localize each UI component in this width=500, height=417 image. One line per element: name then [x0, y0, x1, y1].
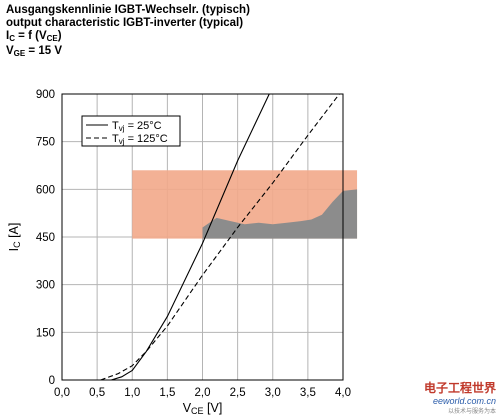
- x-tick-label: 1,5: [159, 387, 175, 399]
- y-tick-label: 450: [36, 232, 55, 244]
- x-tick-label: 3,5: [300, 387, 316, 399]
- x-tick-label: 2,0: [195, 387, 211, 399]
- curve-25c: [111, 94, 270, 380]
- chart-header: Ausgangskennlinie IGBT-Wechselr. (typisc…: [6, 4, 250, 60]
- y-tick-label: 150: [36, 327, 55, 339]
- series: [100, 94, 341, 380]
- title-german: Ausgangskennlinie IGBT-Wechselr. (typisc…: [6, 4, 250, 16]
- y-tick-label: 600: [36, 184, 55, 196]
- x-tick-label: 1,0: [124, 387, 140, 399]
- watermark-cn: 电子工程世界: [423, 381, 496, 395]
- legend-box: [81, 115, 181, 147]
- x-axis-label: VCE [V]: [183, 401, 223, 416]
- x-tick-label: 0,0: [54, 387, 70, 399]
- curve-125c: [100, 94, 341, 380]
- watermark-logo: 电子工程世界 eeworld.com.cn 以技术与服务为本: [424, 379, 496, 415]
- x-tick-label: 3,0: [265, 387, 281, 399]
- plot-frame: [61, 93, 344, 381]
- watermark-slogan: 以技术与服务为本: [447, 408, 496, 415]
- title-function: IC = f (VCE): [6, 30, 62, 43]
- x-tick-label: 0,5: [89, 387, 105, 399]
- tick-labels: 0,0 0,5 1,0 1,5 2,0 2,5 3,0 3,5 4,0 0 150 300 450 600…: [36, 89, 351, 399]
- y-tick-label: 750: [36, 137, 55, 149]
- y-axis-label: IC [A]: [7, 223, 22, 252]
- title-english: output characteristic IGBT-inverter (typ…: [6, 17, 244, 29]
- legend-label-125c: Tvj = 125°C: [112, 133, 168, 146]
- y-tick-label: 0: [49, 375, 55, 387]
- gray-area: [202, 189, 358, 239]
- x-tick-label: 2,5: [230, 387, 246, 399]
- y-tick-label: 900: [36, 89, 55, 101]
- x-tick-label: 4,0: [335, 387, 351, 399]
- watermark-en: eeworld.com.cn: [432, 396, 496, 406]
- y-tick-label: 300: [36, 280, 55, 292]
- legend-label-25c: Tvj = 25°C: [112, 120, 162, 133]
- title-condition: VGE = 15 V: [6, 45, 62, 58]
- overlays: [132, 170, 358, 239]
